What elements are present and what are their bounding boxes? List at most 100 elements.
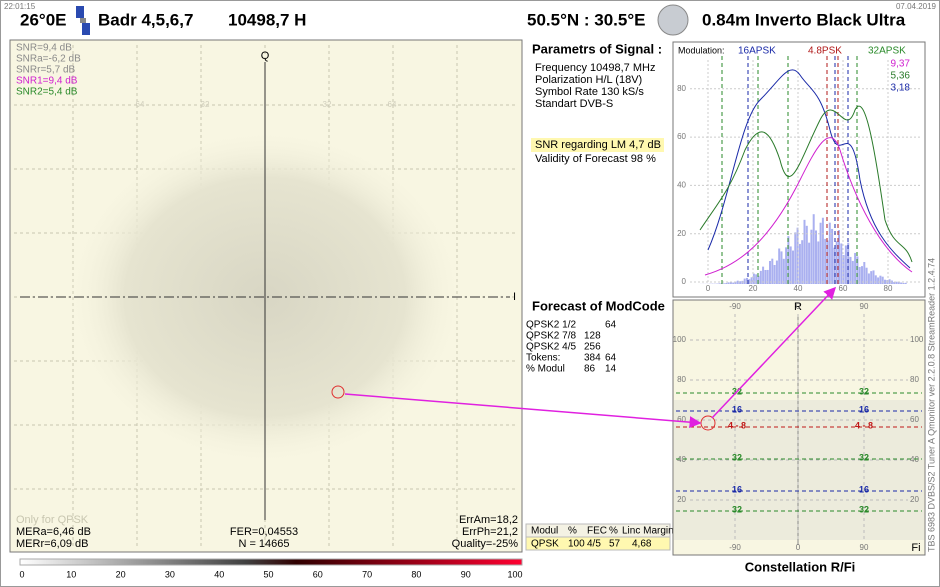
histogram-bar bbox=[904, 282, 907, 284]
histogram-bar bbox=[727, 282, 730, 284]
histogram-bar bbox=[803, 219, 806, 284]
quality: Quality=-25% bbox=[452, 538, 519, 550]
level-label: 16 bbox=[732, 484, 742, 494]
x-tick-label: -90 bbox=[729, 302, 741, 311]
histogram-bar bbox=[718, 283, 721, 284]
scale-label: 10 bbox=[66, 569, 76, 579]
histogram-bar bbox=[725, 282, 728, 284]
validity: Validity of Forecast 98 % bbox=[535, 153, 656, 165]
histogram-bar bbox=[805, 225, 808, 284]
histogram-bar bbox=[752, 273, 755, 284]
frequency: 10498,7 H bbox=[228, 10, 306, 29]
histogram-bar bbox=[900, 282, 903, 284]
modulation: 4.8PSK bbox=[808, 46, 842, 57]
level-label: 4 - 8 bbox=[855, 420, 873, 430]
scale-label: 70 bbox=[362, 569, 372, 579]
side-text: TBS 6983 DVBS/S2 Tuner A Qmonitor ver 2.… bbox=[926, 258, 936, 552]
scale-label: 40 bbox=[214, 569, 224, 579]
x-tick-label: 0 bbox=[706, 284, 711, 293]
scale-label: 0 bbox=[19, 569, 24, 579]
histogram-bar bbox=[881, 276, 884, 284]
x-tick-label: 40 bbox=[794, 284, 803, 293]
histogram-bar bbox=[879, 275, 882, 284]
antenna: 0.84m Inverto Black Ultra bbox=[702, 10, 906, 29]
histogram-bar bbox=[775, 260, 778, 284]
level-label: 32 bbox=[732, 504, 742, 514]
forecast-cell: 64 bbox=[605, 353, 617, 364]
scale-label: 30 bbox=[165, 569, 175, 579]
summary-header: FEC bbox=[587, 526, 607, 537]
x-tick-label: 80 bbox=[884, 284, 893, 293]
histogram-bar bbox=[902, 283, 905, 284]
histogram-bar bbox=[755, 274, 758, 284]
histogram-bar bbox=[821, 217, 824, 284]
note: Only for QPSK bbox=[16, 514, 89, 526]
histogram-bar bbox=[785, 247, 788, 284]
histogram-bar bbox=[897, 281, 900, 284]
histogram-bar bbox=[867, 273, 870, 284]
parameters-title: Parametrs of Signal : bbox=[532, 41, 662, 56]
parameter: Polarization H/L (18V) bbox=[535, 74, 642, 86]
curve bbox=[707, 69, 911, 269]
summary-cell: 100 bbox=[568, 539, 585, 550]
histogram-bar bbox=[819, 222, 822, 284]
grid-label: 64 bbox=[136, 100, 145, 109]
forecast-title: Forecast of ModCode bbox=[532, 298, 665, 313]
histogram-bar bbox=[838, 230, 840, 284]
errph: ErrPh=21,2 bbox=[462, 526, 518, 538]
i-label: I bbox=[513, 291, 516, 303]
histogram-bar bbox=[865, 267, 868, 284]
histogram-bar bbox=[856, 256, 859, 284]
forecast-cell: QPSK2 4/5 bbox=[526, 342, 576, 353]
y-tick-label: 100 bbox=[673, 335, 687, 344]
snr-line: SNR1=9,4 dB bbox=[16, 76, 78, 87]
summary-header: Modul bbox=[531, 526, 558, 537]
scale-label: 80 bbox=[411, 569, 421, 579]
orbit: 26°0E bbox=[20, 10, 67, 29]
y-tick-label: 40 bbox=[677, 181, 686, 190]
satellite: Badr 4,5,6,7 bbox=[98, 10, 193, 29]
y-tick-label: 60 bbox=[677, 132, 686, 141]
satellite-icon bbox=[76, 6, 90, 35]
histogram-bar bbox=[748, 279, 751, 284]
histogram-bar bbox=[769, 261, 771, 284]
histogram-bar bbox=[757, 275, 760, 284]
snr-line: SNR2=5,4 dB bbox=[16, 87, 78, 98]
summary-cell: 57 bbox=[609, 539, 621, 550]
arrow bbox=[711, 286, 837, 419]
forecast-cell: QPSK2 7/8 bbox=[526, 331, 576, 342]
y-tick-label: 40 bbox=[910, 455, 919, 464]
y-tick-label: 80 bbox=[677, 375, 686, 384]
y-tick-label: 20 bbox=[677, 495, 686, 504]
y-tick-label: 20 bbox=[910, 495, 919, 504]
histogram-bar bbox=[732, 282, 735, 284]
x-tick-label: 0 bbox=[796, 543, 801, 552]
merr: MERr=6,09 dB bbox=[16, 538, 88, 550]
snr-line: SNRa=-6,2 dB bbox=[16, 54, 81, 65]
y-tick-label: 80 bbox=[910, 375, 919, 384]
summary-header: % bbox=[609, 526, 618, 537]
histogram-bar bbox=[780, 251, 783, 284]
summary-cell: QPSK bbox=[531, 539, 559, 550]
forecast-cell: 384 bbox=[584, 353, 601, 364]
x-tick-label: 0 bbox=[796, 302, 801, 311]
histogram-bar bbox=[877, 277, 880, 284]
histogram-bar bbox=[874, 275, 877, 284]
histogram-bar bbox=[861, 266, 863, 284]
level-label: 32 bbox=[859, 386, 869, 396]
legend-value: 5,36 bbox=[891, 71, 911, 82]
histogram-bar bbox=[858, 266, 861, 284]
forecast-cell: % Modul bbox=[526, 364, 565, 375]
level-label: 32 bbox=[732, 452, 742, 462]
snr-lm: SNR regarding LM 4,7 dB bbox=[535, 139, 661, 151]
scale-label: 60 bbox=[313, 569, 323, 579]
marker-circle bbox=[331, 385, 345, 399]
x-tick-label: 60 bbox=[839, 284, 848, 293]
grid-label: 32 bbox=[323, 100, 332, 109]
highlight bbox=[531, 138, 664, 152]
histogram-bar bbox=[736, 280, 739, 284]
r-label: R bbox=[794, 301, 802, 313]
histogram-bar bbox=[893, 281, 896, 284]
location: 50.5°N : 30.5°E bbox=[527, 10, 646, 29]
